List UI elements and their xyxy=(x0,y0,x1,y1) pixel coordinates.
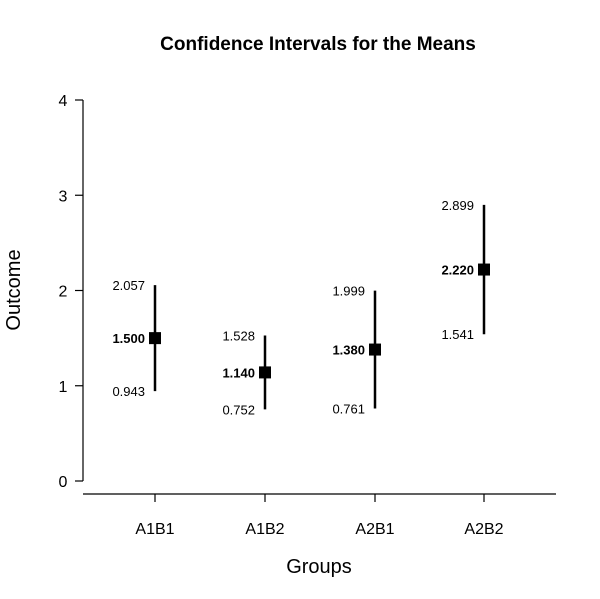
y-tick-label-0: 0 xyxy=(59,474,68,491)
mean-label-a2b1: 1.380 xyxy=(332,343,365,358)
x-axis-label: Groups xyxy=(286,556,352,578)
y-axis-label: Outcome xyxy=(3,249,25,330)
lower-label-a1b2: 0.752 xyxy=(222,402,255,417)
upper-label-a2b1: 1.999 xyxy=(332,284,365,299)
lower-label-a2b2: 1.541 xyxy=(441,327,474,342)
mean-label-a1b2: 1.140 xyxy=(222,365,255,380)
x-tick-label-a2b1: A2B1 xyxy=(355,521,394,538)
lower-label-a1b1: 0.943 xyxy=(112,384,145,399)
x-tick-label-a1b2: A1B2 xyxy=(245,521,284,538)
lower-label-a2b1: 0.761 xyxy=(332,402,365,417)
mean-marker-a1b2 xyxy=(259,366,271,379)
mean-label-a2b2: 2.220 xyxy=(441,263,474,278)
y-tick-label-2: 2 xyxy=(59,284,68,301)
mean-marker-a2b2 xyxy=(478,263,490,276)
y-tick-label-3: 3 xyxy=(59,188,68,205)
x-tick-label-a1b1: A1B1 xyxy=(135,521,174,538)
data-marks: 2.057 1.500 0.943 1.528 1.140 0.752 1.999 1.380… xyxy=(112,198,490,417)
axes: 0 1 2 3 4 A1B1 A1B2 A2B1 A2B2 xyxy=(59,93,556,538)
upper-label-a2b2: 2.899 xyxy=(441,198,474,213)
upper-label-a1b2: 1.528 xyxy=(222,328,255,343)
upper-label-a1b1: 2.057 xyxy=(112,278,145,293)
mean-marker-a1b1 xyxy=(149,332,161,345)
y-tick-label-4: 4 xyxy=(59,93,68,110)
chart-title: Confidence Intervals for the Means xyxy=(160,34,476,55)
x-tick-label-a2b2: A2B2 xyxy=(464,521,503,538)
mean-label-a1b1: 1.500 xyxy=(112,331,145,346)
mean-marker-a2b1 xyxy=(369,343,381,356)
y-tick-label-1: 1 xyxy=(59,379,68,396)
